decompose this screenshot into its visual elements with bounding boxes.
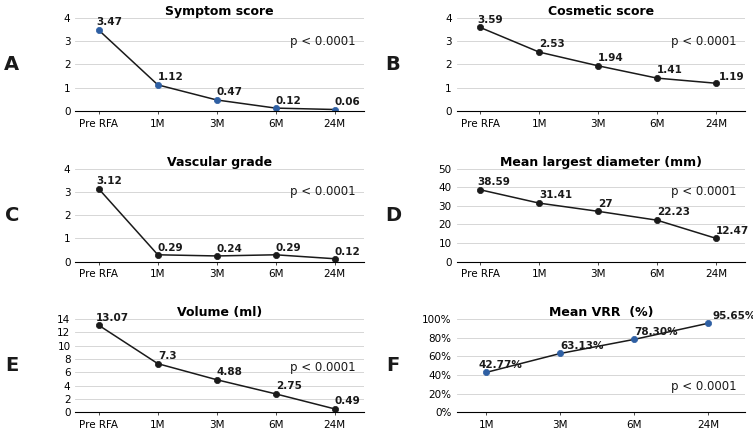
Text: 1.94: 1.94 bbox=[598, 53, 623, 63]
Text: 22.23: 22.23 bbox=[657, 207, 690, 217]
Text: 0.24: 0.24 bbox=[217, 244, 242, 254]
Text: 13.07: 13.07 bbox=[96, 313, 129, 323]
Text: p < 0.0001: p < 0.0001 bbox=[290, 185, 355, 198]
Title: Symptom score: Symptom score bbox=[166, 5, 274, 18]
Text: 0.06: 0.06 bbox=[334, 97, 361, 108]
Text: 0.47: 0.47 bbox=[217, 87, 242, 97]
Text: 95.65%: 95.65% bbox=[712, 311, 753, 321]
Text: A: A bbox=[5, 55, 20, 74]
Text: 12.47: 12.47 bbox=[716, 225, 749, 236]
Text: 0.29: 0.29 bbox=[158, 243, 184, 253]
Text: 2.53: 2.53 bbox=[539, 39, 565, 49]
Text: F: F bbox=[386, 356, 400, 375]
Text: 0.49: 0.49 bbox=[334, 396, 361, 406]
Text: 3.12: 3.12 bbox=[96, 176, 122, 186]
Text: 2.75: 2.75 bbox=[276, 381, 302, 391]
Title: Mean largest diameter (mm): Mean largest diameter (mm) bbox=[500, 155, 702, 168]
Text: 31.41: 31.41 bbox=[539, 190, 572, 200]
Text: p < 0.0001: p < 0.0001 bbox=[290, 361, 355, 374]
Text: 0.12: 0.12 bbox=[276, 96, 301, 106]
Title: Mean VRR  (%): Mean VRR (%) bbox=[549, 306, 654, 319]
Text: D: D bbox=[385, 206, 401, 224]
Text: p < 0.0001: p < 0.0001 bbox=[671, 185, 736, 198]
Text: 63.13%: 63.13% bbox=[560, 340, 604, 351]
Title: Volume (ml): Volume (ml) bbox=[177, 306, 262, 319]
Text: p < 0.0001: p < 0.0001 bbox=[671, 34, 736, 47]
Text: p < 0.0001: p < 0.0001 bbox=[671, 379, 736, 392]
Text: 0.29: 0.29 bbox=[276, 243, 301, 253]
Text: 1.19: 1.19 bbox=[719, 72, 745, 82]
Text: 42.77%: 42.77% bbox=[479, 360, 523, 370]
Text: 7.3: 7.3 bbox=[158, 351, 176, 361]
Text: 4.88: 4.88 bbox=[217, 367, 242, 377]
Text: 1.12: 1.12 bbox=[158, 72, 184, 82]
Text: B: B bbox=[386, 55, 401, 74]
Text: 3.47: 3.47 bbox=[96, 17, 122, 27]
Text: p < 0.0001: p < 0.0001 bbox=[290, 34, 355, 47]
Text: C: C bbox=[5, 206, 19, 224]
Text: 78.30%: 78.30% bbox=[634, 327, 678, 336]
Text: 27: 27 bbox=[598, 198, 613, 208]
Text: E: E bbox=[5, 356, 18, 375]
Text: 38.59: 38.59 bbox=[477, 177, 510, 187]
Title: Vascular grade: Vascular grade bbox=[167, 155, 273, 168]
Text: 1.41: 1.41 bbox=[657, 65, 683, 75]
Text: 3.59: 3.59 bbox=[477, 15, 503, 25]
Text: 0.12: 0.12 bbox=[334, 247, 361, 257]
Title: Cosmetic score: Cosmetic score bbox=[548, 5, 654, 18]
